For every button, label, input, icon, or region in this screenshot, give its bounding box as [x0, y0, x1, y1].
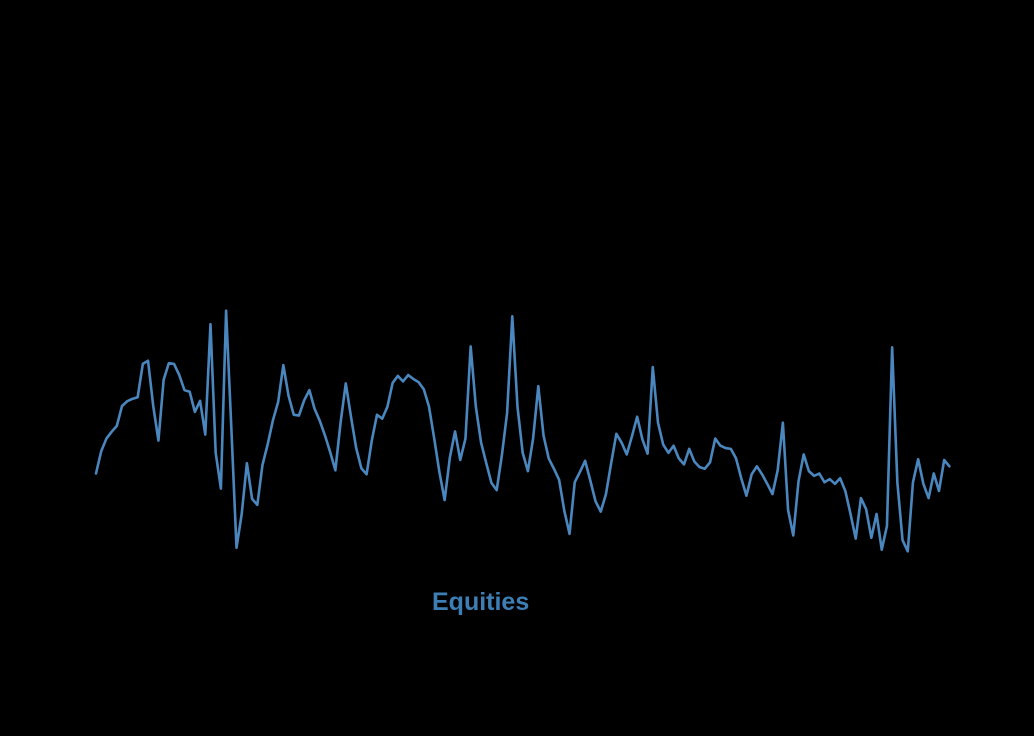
series-label-equities: Equities: [432, 588, 529, 616]
series-line-equities: [96, 311, 949, 552]
